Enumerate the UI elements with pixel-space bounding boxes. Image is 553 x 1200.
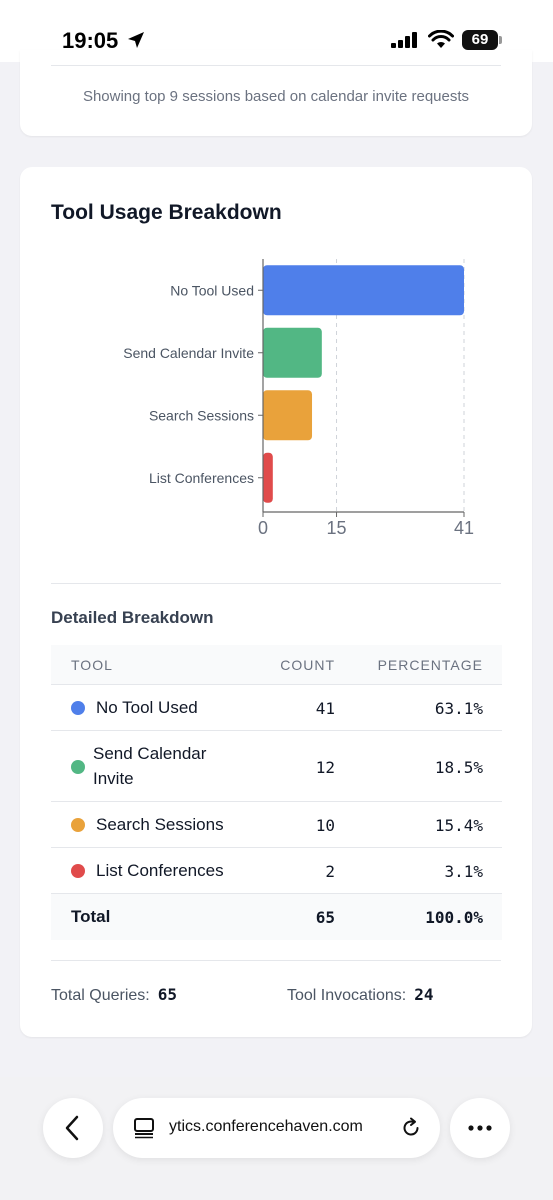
total-queries: Total Queries: 65 — [51, 985, 177, 1005]
cellular-signal-icon — [391, 32, 417, 48]
chevron-left-icon — [65, 1115, 79, 1141]
tool-usage-card: Tool Usage Breakdown No Tool Used Send Ca… — [20, 167, 532, 1037]
table-row: Send Calendar Invite 12 18.5% — [51, 731, 502, 802]
chart-bar — [263, 327, 322, 378]
browser-toolbar: ytics.conferencehaven.com — [0, 1077, 553, 1200]
sessions-card-divider — [51, 65, 501, 66]
row-tool: No Tool Used — [96, 698, 198, 717]
back-button[interactable] — [43, 1098, 103, 1158]
status-time: 19:05 — [62, 28, 119, 53]
section-divider — [51, 583, 501, 584]
breakdown-table: TOOL COUNT PERCENTAGE No Tool Used 41 63… — [51, 645, 502, 940]
tabs-icon — [134, 1118, 154, 1139]
chart-bar — [263, 452, 273, 503]
battery-indicator: 69 — [462, 30, 498, 50]
row-tool: List Conferences — [96, 861, 224, 880]
x-tick-label: 41 — [454, 518, 474, 538]
summary-divider — [51, 960, 501, 961]
y-tick-label: No Tool Used — [170, 282, 254, 298]
more-dots-icon — [468, 1125, 492, 1131]
row-percentage: 63.1% — [434, 699, 483, 718]
header-percentage: PERCENTAGE — [377, 657, 483, 673]
address-bar[interactable]: ytics.conferencehaven.com — [113, 1098, 440, 1158]
x-tick-label: 0 — [258, 518, 268, 538]
table-row: List Conferences 2 3.1% — [51, 848, 502, 894]
header-tool: TOOL — [71, 657, 113, 673]
row-tool: Search Sessions — [96, 815, 224, 834]
row-count: 10 — [315, 816, 335, 835]
total-count: 65 — [315, 908, 335, 927]
x-tick-label: 15 — [327, 518, 347, 538]
url-text: ytics.conferencehaven.com — [169, 1118, 363, 1135]
color-dot — [71, 818, 85, 832]
row-count: 12 — [315, 758, 335, 777]
wifi-icon — [428, 30, 454, 48]
row-tool-line2: Invite — [93, 769, 134, 788]
table-row: Search Sessions 10 15.4% — [51, 802, 502, 848]
tool-usage-chart: No Tool Used Send Calendar Invite Search S… — [123, 259, 474, 538]
color-dot — [71, 760, 85, 774]
tool-invocations: Tool Invocations: 24 — [287, 985, 433, 1005]
row-percentage: 3.1% — [444, 862, 483, 881]
row-percentage: 18.5% — [434, 758, 483, 777]
sessions-card: Showing top 9 sessions based on calendar… — [20, 50, 532, 136]
tool-invocations-label: Tool Invocations: — [287, 987, 407, 1004]
row-percentage: 15.4% — [434, 816, 483, 835]
location-arrow-icon — [128, 32, 144, 48]
y-tick-label: Search Sessions — [149, 407, 254, 423]
row-count: 2 — [325, 862, 335, 881]
total-queries-value: 65 — [157, 985, 177, 1004]
table-total-row: Total 65 100.0% — [51, 894, 502, 940]
card-title: Tool Usage Breakdown — [51, 201, 282, 224]
table-row: No Tool Used 41 63.1% — [51, 685, 502, 731]
y-tick-label: Send Calendar Invite — [123, 345, 254, 361]
row-count: 41 — [315, 699, 335, 718]
sessions-note: Showing top 9 sessions based on calendar… — [82, 88, 470, 105]
total-percentage: 100.0% — [425, 908, 483, 927]
table-header: TOOL COUNT PERCENTAGE — [51, 645, 502, 685]
reload-icon[interactable] — [400, 1117, 422, 1139]
header-count: COUNT — [280, 657, 335, 673]
row-tool: Send Calendar — [93, 744, 207, 763]
battery-tip — [499, 36, 502, 44]
total-label: Total — [71, 907, 111, 926]
tool-invocations-value: 24 — [414, 985, 434, 1004]
chart-bar — [263, 390, 313, 441]
y-tick-label: List Conferences — [149, 470, 254, 486]
more-button[interactable] — [450, 1098, 510, 1158]
chart-bar — [263, 265, 464, 316]
color-dot — [71, 864, 85, 878]
total-queries-label: Total Queries: — [51, 987, 150, 1004]
detail-title: Detailed Breakdown — [51, 608, 214, 627]
color-dot — [71, 701, 85, 715]
